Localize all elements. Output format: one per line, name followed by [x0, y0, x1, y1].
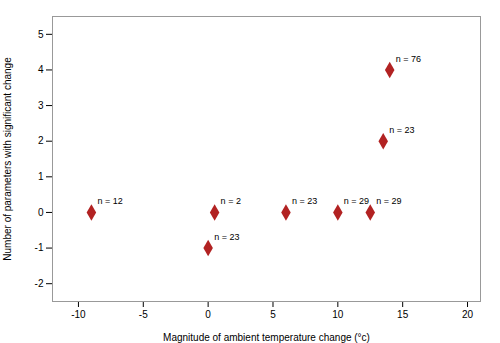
- svg-text:1: 1: [38, 171, 44, 182]
- svg-text:n = 29: n = 29: [344, 196, 369, 206]
- svg-text:n = 12: n = 12: [97, 196, 122, 206]
- svg-text:0: 0: [205, 309, 211, 320]
- svg-text:2: 2: [38, 135, 44, 146]
- svg-text:5: 5: [38, 29, 44, 40]
- svg-text:n = 23: n = 23: [292, 196, 317, 206]
- svg-text:n = 23: n = 23: [214, 232, 239, 242]
- svg-text:20: 20: [462, 309, 474, 320]
- svg-text:0: 0: [38, 207, 44, 218]
- svg-text:-5: -5: [139, 309, 148, 320]
- svg-text:n = 29: n = 29: [376, 196, 401, 206]
- svg-text:Number of parameters with sign: Number of parameters with significant ch…: [2, 57, 13, 261]
- svg-text:n = 23: n = 23: [389, 125, 414, 135]
- svg-text:4: 4: [38, 64, 44, 75]
- svg-text:-1: -1: [35, 242, 44, 253]
- svg-text:n = 76: n = 76: [396, 54, 421, 64]
- svg-text:Magnitude of ambient temperatu: Magnitude of ambient temperature change …: [163, 332, 370, 343]
- svg-text:5: 5: [270, 309, 276, 320]
- svg-text:n = 2: n = 2: [221, 196, 241, 206]
- svg-text:-10: -10: [71, 309, 86, 320]
- svg-text:10: 10: [332, 309, 344, 320]
- svg-text:15: 15: [397, 309, 409, 320]
- svg-text:-2: -2: [35, 278, 44, 289]
- svg-text:3: 3: [38, 100, 44, 111]
